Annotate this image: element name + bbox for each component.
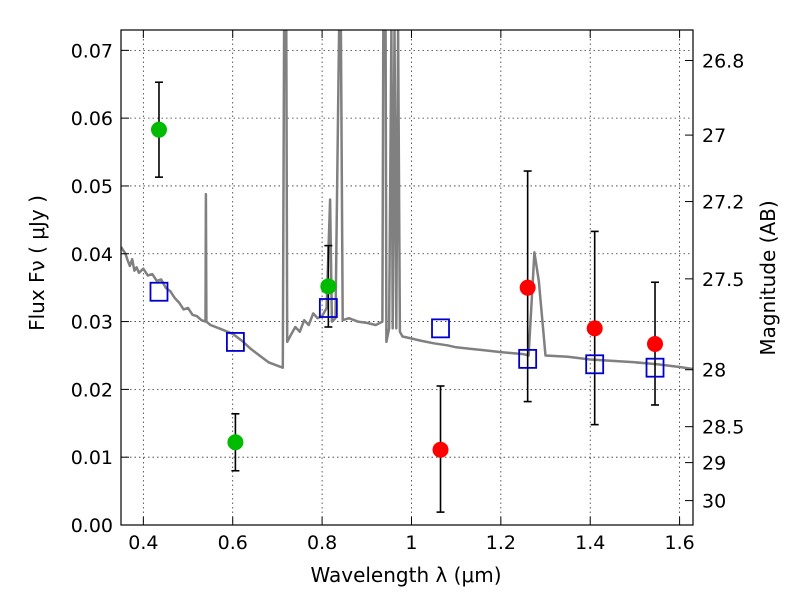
y2-axis-ticks: 26.8 27 27.2 27.5 28 28.5 29 30 <box>685 51 744 513</box>
plot-frame <box>120 29 694 526</box>
y-tick-label: 0.07 <box>71 40 113 62</box>
data-point-circle <box>432 441 449 458</box>
y-tick-label: 0.04 <box>71 244 113 266</box>
y2-tick-label: 26.8 <box>702 51 744 73</box>
data-point-square <box>149 281 169 302</box>
data-point-square <box>431 318 450 339</box>
y-axis-label: Flux Fν ( μJy ) <box>25 195 49 331</box>
data-point-square <box>585 354 605 375</box>
y2-tick-label: 29 <box>702 453 726 475</box>
y2-tick-label: 27 <box>702 125 726 147</box>
data-points <box>149 81 665 513</box>
x-tick-label: 0.4 <box>128 532 158 554</box>
y-tick-label: 0.00 <box>71 515 113 537</box>
x-axis-ticks: 0.4 0.6 0.8 1 1.2 1.4 1.6 <box>128 30 695 554</box>
y2-tick-label: 30 <box>702 491 726 513</box>
y-axis-ticks: 0.00 0.01 0.02 0.03 0.04 0.05 0.06 0.07 <box>71 40 129 537</box>
y2-axis-label: Magnitude (AB) <box>756 200 780 355</box>
y2-tick-label: 27.5 <box>702 269 744 291</box>
y-tick-label: 0.06 <box>71 108 113 130</box>
data-point-circle <box>586 320 603 337</box>
y2-tick-label: 27.2 <box>702 192 744 214</box>
x-tick-label: 0.8 <box>307 532 337 554</box>
x-tick-label: 1 <box>405 532 417 554</box>
x-tick-label: 1.6 <box>664 532 694 554</box>
x-tick-label: 1.2 <box>486 532 516 554</box>
data-point-square <box>225 332 245 352</box>
y2-tick-label: 28.5 <box>702 417 744 439</box>
model-spectrum-line <box>121 30 693 371</box>
data-point-circle <box>519 279 536 296</box>
data-point-circle <box>647 335 664 352</box>
x-axis-label: Wavelength λ (μm) <box>310 563 501 587</box>
data-point-square <box>518 348 538 369</box>
x-tick-label: 1.4 <box>575 532 605 554</box>
model-spectrum <box>121 30 693 371</box>
y-tick-label: 0.05 <box>71 176 113 198</box>
y-tick-label: 0.03 <box>71 312 113 334</box>
y2-tick-label: 28 <box>702 360 726 382</box>
y-tick-label: 0.02 <box>71 379 113 401</box>
data-point-circle <box>150 121 167 138</box>
data-point-square <box>318 298 338 318</box>
y-tick-label: 0.01 <box>71 447 113 469</box>
x-tick-label: 0.6 <box>218 532 248 554</box>
data-point-circle <box>227 434 244 451</box>
data-point-square <box>645 357 665 378</box>
grid-lines <box>121 30 693 526</box>
data-point-circle <box>320 278 337 295</box>
